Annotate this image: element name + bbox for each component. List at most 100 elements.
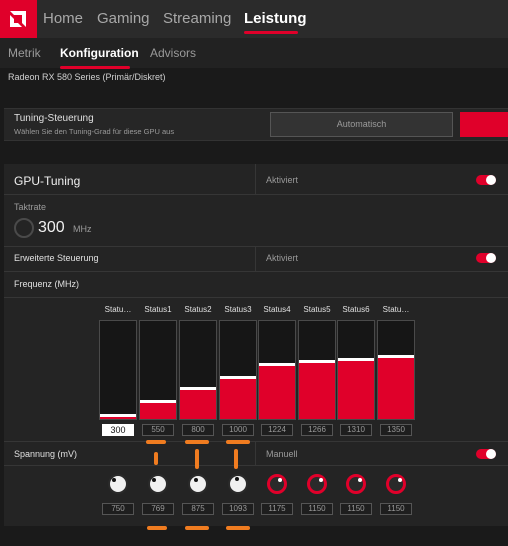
amd-logo[interactable] (0, 0, 37, 38)
frequency-slider-fill (338, 361, 374, 419)
subtab-konfiguration[interactable]: Konfiguration (60, 46, 139, 60)
frequency-slider[interactable] (99, 320, 137, 420)
divider (255, 164, 256, 194)
voltage-knob[interactable] (267, 474, 287, 494)
voltage-value-input[interactable]: 1150 (301, 503, 333, 515)
divider (4, 465, 508, 466)
gpu-name: Radeon RX 580 Series (Primär/Diskret) (8, 72, 166, 82)
voltage-value-input[interactable]: 1175 (261, 503, 293, 515)
frequency-value-input[interactable]: 300 (102, 424, 134, 436)
clock-unit: MHz (73, 224, 92, 234)
clock-label: Taktrate (14, 202, 47, 212)
tab-streaming[interactable]: Streaming (163, 10, 232, 27)
voltage-toggle[interactable] (476, 449, 496, 459)
gpu-tuning-toggle[interactable] (476, 175, 496, 185)
frequency-state-label: Status4 (263, 305, 291, 314)
frequency-value-input[interactable]: 1350 (380, 424, 412, 436)
frequency-state-label: Status1 (144, 305, 172, 314)
tab-home[interactable]: Home (43, 10, 84, 27)
clock-gauge-icon (14, 218, 34, 238)
voltage-knob[interactable] (148, 474, 168, 494)
divider (4, 194, 508, 195)
annotation-mark (226, 526, 250, 530)
frequency-state-label: Statu… (104, 305, 132, 314)
voltage-value-input[interactable]: 1150 (380, 503, 412, 515)
voltage-value-input[interactable]: 769 (142, 503, 174, 515)
frequency-value-input[interactable]: 1266 (301, 424, 333, 436)
frequency-slider-fill (378, 358, 414, 419)
frequency-value-input[interactable]: 800 (182, 424, 214, 436)
tab-leistung[interactable]: Leistung (244, 10, 307, 27)
subtab-advisors[interactable]: Advisors (150, 46, 197, 60)
frequency-slider[interactable] (298, 320, 336, 420)
gpu-tuning-panel: GPU-Tuning Aktiviert Taktrate 300 MHz Er… (4, 164, 508, 526)
tuning-control-row: Tuning-Steuerung Wählen Sie den Tuning-G… (4, 108, 508, 141)
subtab-metrik[interactable]: Metrik (8, 46, 41, 60)
frequency-state-label: Statu… (382, 305, 410, 314)
frequency-value-input[interactable]: 550 (142, 424, 174, 436)
voltage-knob-indicator (318, 478, 323, 483)
voltage-knob-indicator (235, 477, 240, 482)
frequency-value-input[interactable]: 1000 (222, 424, 254, 436)
frequency-state-label: Status5 (303, 305, 331, 314)
frequency-slider-handle[interactable] (100, 414, 136, 417)
frequency-slider[interactable] (219, 320, 257, 420)
voltage-value-input[interactable]: 750 (102, 503, 134, 515)
frequency-state-label: Status3 (224, 305, 252, 314)
voltage-knob-indicator (193, 477, 198, 482)
frequency-slider-fill (100, 417, 136, 419)
gpu-tuning-status: Aktiviert (266, 175, 299, 185)
annotation-mark (185, 526, 209, 530)
voltage-knob[interactable] (346, 474, 366, 494)
frequency-slider-handle[interactable] (299, 360, 335, 363)
frequency-slider[interactable] (258, 320, 296, 420)
frequency-slider[interactable] (139, 320, 177, 420)
voltage-value-input[interactable]: 1150 (340, 503, 372, 515)
frequency-slider-handle[interactable] (180, 387, 216, 390)
voltage-knob[interactable] (307, 474, 327, 494)
amd-logo-icon (10, 11, 26, 27)
annotation-mark (146, 440, 166, 444)
voltage-knob-indicator (357, 478, 362, 483)
frequency-slider-fill (299, 363, 335, 419)
automatic-button[interactable]: Automatisch (270, 112, 453, 137)
voltage-knob[interactable] (108, 474, 128, 494)
manual-button[interactable] (460, 112, 508, 137)
frequency-slider-handle[interactable] (338, 358, 374, 361)
frequency-slider-handle[interactable] (220, 376, 256, 379)
divider (255, 246, 256, 271)
voltage-knob-indicator (112, 478, 117, 483)
active-subtab-indicator (60, 66, 130, 69)
frequency-value-input[interactable]: 1224 (261, 424, 293, 436)
divider (4, 297, 508, 298)
annotation-mark (147, 526, 167, 530)
voltage-mode: Manuell (266, 449, 298, 459)
frequency-state-label: Status2 (184, 305, 212, 314)
frequency-state-label: Status6 (342, 305, 370, 314)
voltage-value-input[interactable]: 875 (182, 503, 214, 515)
divider (4, 271, 508, 272)
voltage-value-input[interactable]: 1093 (222, 503, 254, 515)
active-tab-indicator (244, 31, 298, 34)
voltage-knob[interactable] (386, 474, 406, 494)
frequency-slider[interactable] (377, 320, 415, 420)
frequency-slider[interactable] (179, 320, 217, 420)
frequency-value-input[interactable]: 1310 (340, 424, 372, 436)
sub-nav-bar (0, 38, 508, 68)
frequency-slider-fill (140, 403, 176, 419)
frequency-slider-fill (220, 379, 256, 419)
advanced-control-toggle[interactable] (476, 253, 496, 263)
frequency-slider[interactable] (337, 320, 375, 420)
frequency-slider-fill (259, 366, 295, 419)
voltage-knob[interactable] (188, 474, 208, 494)
voltage-knob[interactable] (228, 474, 248, 494)
frequency-slider-handle[interactable] (140, 400, 176, 403)
advanced-control-title: Erweiterte Steuerung (14, 253, 99, 263)
clock-value: 300 (38, 219, 65, 236)
advanced-control-status: Aktiviert (266, 253, 299, 263)
frequency-slider-handle[interactable] (259, 363, 295, 366)
frequency-title: Frequenz (MHz) (14, 279, 80, 289)
tab-gaming[interactable]: Gaming (97, 10, 150, 27)
divider (255, 441, 256, 465)
frequency-slider-handle[interactable] (378, 355, 414, 358)
